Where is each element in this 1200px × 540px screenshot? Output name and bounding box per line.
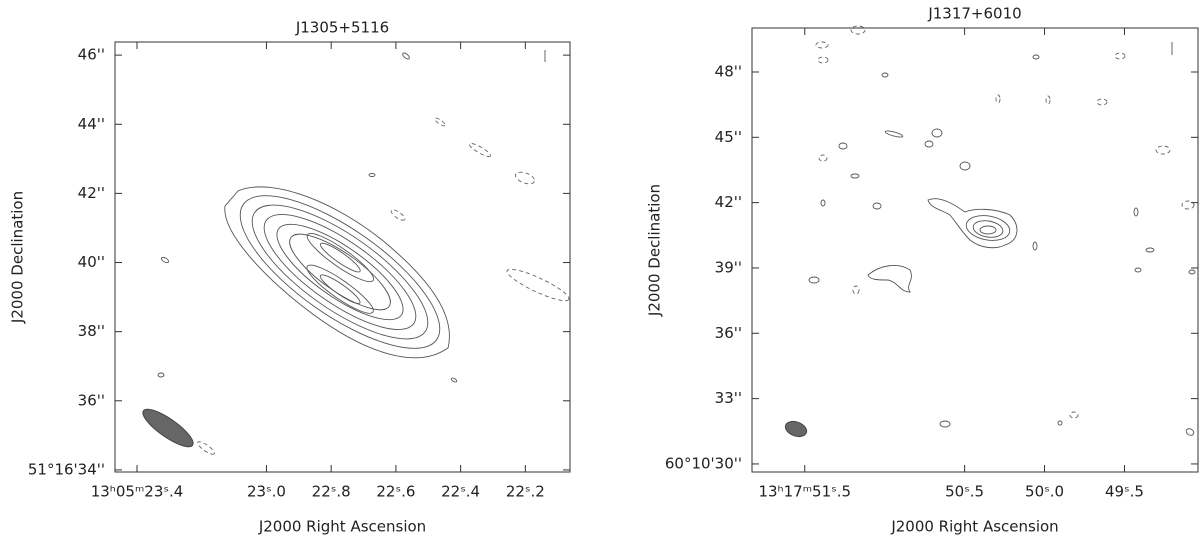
y-axis-label: J2000 Declination <box>646 184 664 317</box>
y-tick-label: 48'' <box>715 62 742 80</box>
x-tick-label: 50ˢ.0 <box>1025 483 1064 501</box>
y-tick-label: 38'' <box>78 322 105 340</box>
y-tick-label: 45'' <box>715 128 742 146</box>
x-tick-label: 22ˢ.8 <box>312 483 351 501</box>
y-tick-label: 46'' <box>78 46 105 64</box>
x-axis-label: J2000 Right Ascension <box>890 518 1058 536</box>
contours-right <box>784 25 1196 438</box>
chart-title: J1305+5116 <box>295 19 389 37</box>
x-tick-label: 13ʰ17ᵐ51ˢ.5 <box>758 483 851 501</box>
x-tick-label: 22ˢ.6 <box>376 483 415 501</box>
y-tick-label: 42'' <box>715 193 742 211</box>
x-tick-label: 23ˢ.0 <box>247 483 286 501</box>
x-tick-label: 50ˢ.5 <box>945 483 984 501</box>
contours-left <box>142 50 570 455</box>
y-tick-label: 39'' <box>715 258 742 276</box>
y-tick-label: 51°16'34'' <box>28 460 105 478</box>
chart-title: J1317+6010 <box>927 5 1021 23</box>
x-tick-label: 13ʰ05ᵐ23ˢ.4 <box>91 483 184 501</box>
x-tick-label: 49ˢ.5 <box>1105 483 1144 501</box>
y-tick-label: 36'' <box>715 324 742 342</box>
x-tick-label: 22ˢ.2 <box>506 483 545 501</box>
plot-frame <box>751 27 1199 473</box>
plot-frame <box>114 41 571 473</box>
x-tick-label: 22ˢ.4 <box>441 483 480 501</box>
y-tick-label: 36'' <box>78 391 105 409</box>
y-tick-label: 40'' <box>78 253 105 271</box>
y-tick-label: 42'' <box>78 184 105 202</box>
y-tick-label: 44'' <box>78 115 105 133</box>
y-tick-label: 60°10'30'' <box>665 454 742 472</box>
x-axis-label: J2000 Right Ascension <box>258 518 426 536</box>
y-tick-label: 33'' <box>715 389 742 407</box>
y-axis-label: J2000 Declination <box>9 191 27 324</box>
